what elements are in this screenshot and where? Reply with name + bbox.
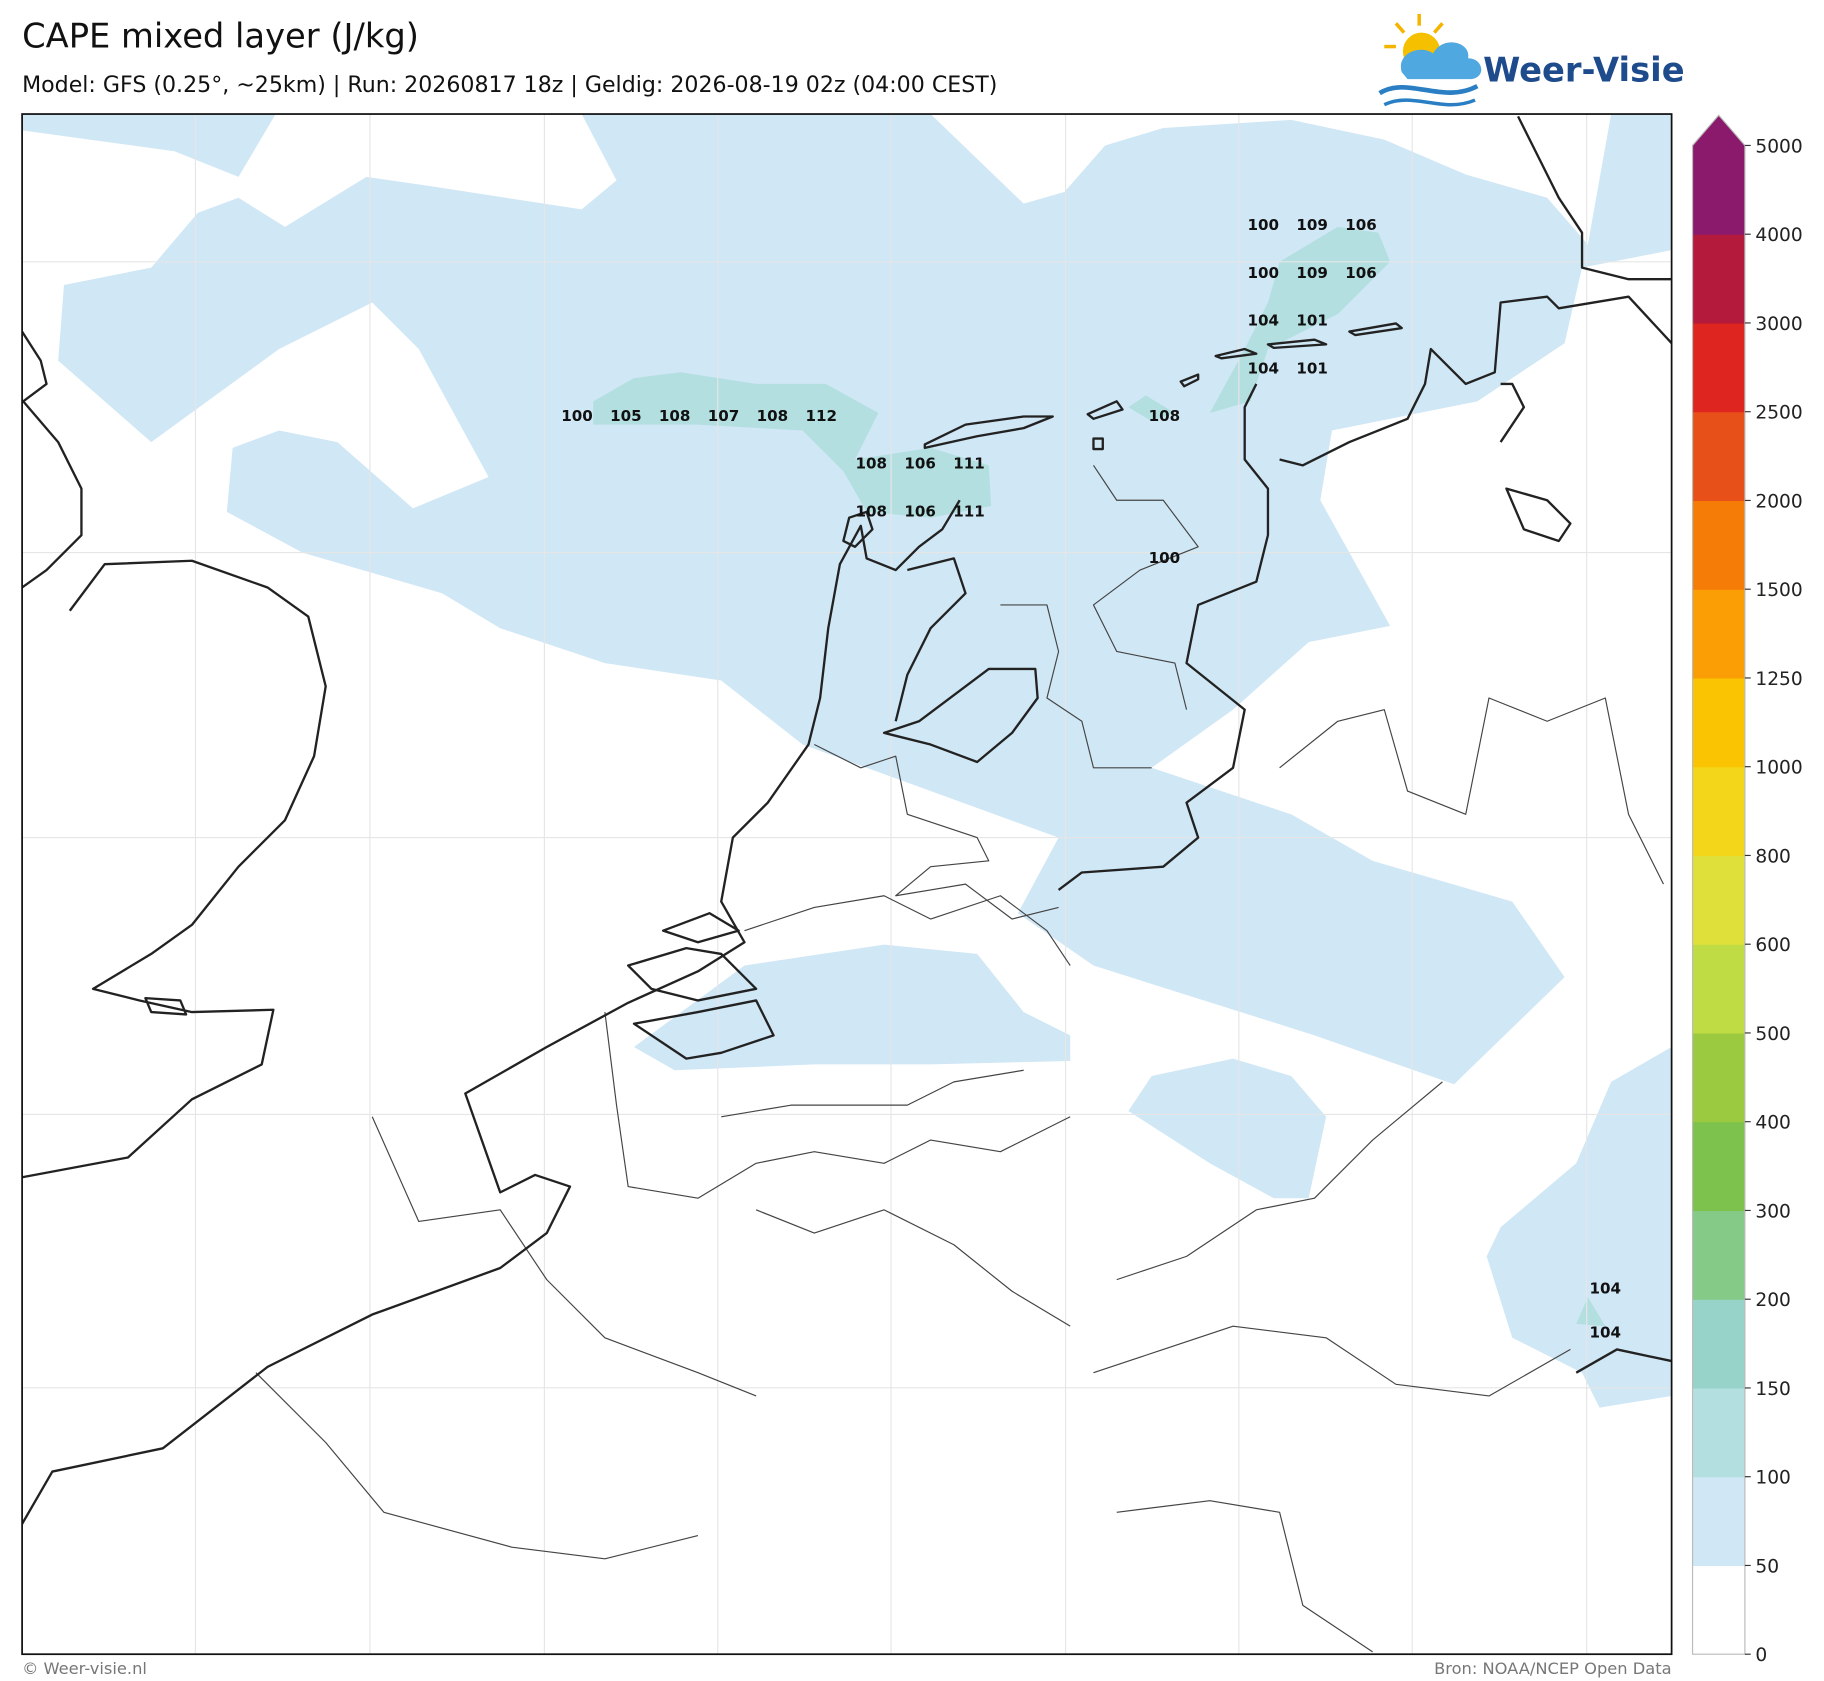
value-label: 105 [610, 407, 642, 425]
graticule [22, 114, 1672, 1655]
colorbar-tick-label: 2000 [1755, 491, 1802, 512]
colorbar-tick-label: 1500 [1755, 580, 1802, 601]
colorbar-segment [1692, 322, 1745, 413]
value-label: 100 [1248, 216, 1280, 234]
value-label: 106 [1345, 264, 1377, 282]
value-label: 108 [856, 502, 888, 520]
title: CAPE mixed layer (J/kg) [22, 17, 419, 56]
value-label: 108 [856, 455, 888, 473]
colorbar: 0 50 100 150 200 300 400 500 600 800 1000 1250 1500 2… [1691, 114, 1803, 1666]
logo-cloud [1400, 42, 1482, 80]
cape-area [1128, 395, 1175, 422]
colorbar-tick-label: 300 [1755, 1201, 1791, 1222]
colorbar-tick-label: 600 [1755, 935, 1791, 956]
colorbar-tick-label: 5000 [1755, 136, 1802, 157]
value-label: 104 [1248, 359, 1280, 377]
colorbar-segment [1692, 677, 1745, 768]
value-label: 108 [1149, 407, 1181, 425]
value-label: 101 [1296, 312, 1328, 330]
value-labels: 100 109 106 100 109 106 104 101 104 101 100 105 108 1… [561, 216, 1621, 1341]
colorbar-segment [1692, 589, 1745, 679]
colorbar-tick-label: 3000 [1755, 314, 1802, 335]
colorbar-segment [1692, 855, 1745, 945]
colorbar-tick-label: 150 [1755, 1379, 1791, 1400]
cape-area [58, 114, 1672, 1085]
value-label: 107 [708, 407, 740, 425]
subtitle: Model: GFS (0.25°, ~25km) | Run: 2026081… [22, 72, 997, 98]
value-label: 106 [904, 455, 936, 473]
colorbar-outline [1691, 114, 1746, 1655]
logo-wave [1383, 98, 1476, 107]
colorbar-tick-label: 500 [1755, 1024, 1791, 1045]
value-label: 109 [1296, 216, 1328, 234]
value-label: 104 [1590, 1324, 1622, 1342]
value-label: 104 [1590, 1279, 1622, 1297]
value-label: 111 [953, 502, 985, 520]
value-label: 101 [1296, 359, 1328, 377]
colorbar-segment [1692, 1476, 1745, 1567]
colorbar-segment [1692, 1121, 1745, 1212]
logo-text: Weer-Visie [1483, 50, 1684, 89]
value-label: 106 [904, 502, 936, 520]
colorbar-segment [1692, 944, 1745, 1034]
coastlines [22, 115, 1672, 1525]
colorbar-tick-label: 50 [1755, 1556, 1779, 1577]
colorbar-extend [1692, 115, 1745, 146]
colorbar-tick-label: 2500 [1755, 403, 1802, 424]
colorbar-segment [1692, 1387, 1745, 1478]
value-label: 112 [805, 407, 837, 425]
colorbar-segment [1692, 145, 1745, 235]
colorbar-segment [1692, 766, 1745, 857]
value-label: 104 [1248, 312, 1280, 330]
cape-area [1486, 1046, 1672, 1408]
map: 100 109 106 100 109 106 104 101 104 101 100 105 108 1… [22, 114, 1672, 1655]
logo-sun-rays [1384, 13, 1444, 49]
colorbar-tick-label: 4000 [1755, 225, 1802, 246]
colorbar-tick-label: 100 [1755, 1468, 1791, 1489]
map-frame [21, 113, 1673, 1656]
colorbar-tick-label: 1000 [1755, 758, 1802, 779]
colorbar-tick-label: 200 [1755, 1290, 1791, 1311]
colorbar-tick-label: 400 [1755, 1113, 1791, 1134]
colorbar-segment [1692, 411, 1745, 502]
value-label: 108 [659, 407, 691, 425]
colorbar-segment [1692, 1032, 1745, 1123]
colorbar-tick-label: 800 [1755, 846, 1791, 867]
colorbar-segment [1692, 1299, 1745, 1389]
colorbar-tick-label: 0 [1755, 1645, 1767, 1666]
logo-wave [1378, 84, 1479, 96]
cape-area [1209, 226, 1391, 413]
logo: Weer-Visie [1378, 13, 1685, 107]
value-label: 100 [1248, 264, 1280, 282]
colorbar-tick-label: 1250 [1755, 669, 1802, 690]
value-label: 100 [561, 407, 593, 425]
colorbar-segment [1692, 234, 1745, 324]
colorbar-segment [1692, 1565, 1745, 1655]
cape-area [1128, 1058, 1327, 1199]
cape-area [22, 114, 276, 177]
colorbar-segment [1692, 500, 1745, 590]
value-label: 111 [953, 455, 985, 473]
cape-area [1576, 1297, 1606, 1327]
footer-right: Bron: NOAA/NCEP Open Data [1434, 1659, 1672, 1678]
value-label: 108 [757, 407, 789, 425]
colorbar-segment [1692, 1210, 1745, 1300]
borders [255, 465, 1664, 1653]
value-label: 106 [1345, 216, 1377, 234]
value-label: 109 [1296, 264, 1328, 282]
footer-left: © Weer-visie.nl [22, 1659, 147, 1678]
value-label: 100 [1149, 549, 1181, 567]
